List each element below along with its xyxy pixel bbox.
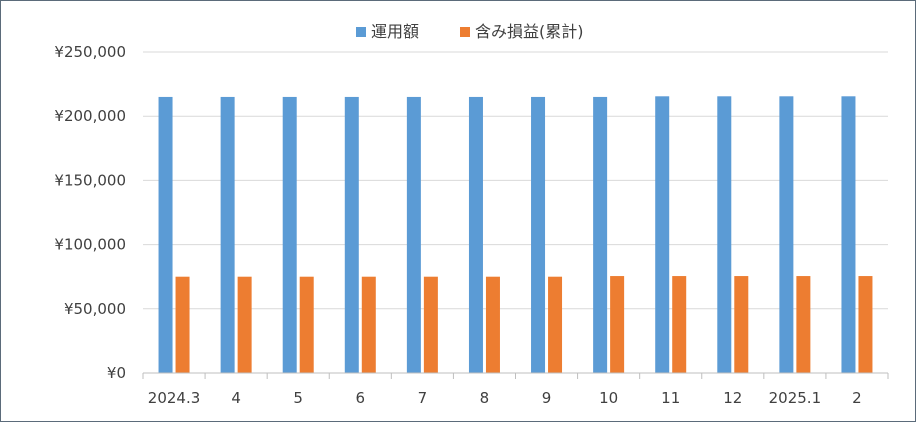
x-tick-label: 8 <box>480 389 490 407</box>
bar-series-2 <box>299 276 314 373</box>
x-axis-tick-labels: 2024.3 4 5 6 7 8 9 10 11 12 2025.1 2 <box>148 389 862 407</box>
bar-series-1 <box>531 96 546 373</box>
y-tick-label: ¥0 <box>107 364 126 382</box>
bar-series-2 <box>237 276 252 373</box>
x-tick-label: 6 <box>356 389 366 407</box>
x-axis <box>142 372 889 379</box>
legend-label: 運用額 <box>371 22 419 41</box>
y-tick-label: ¥200,000 <box>54 107 126 125</box>
legend-swatch <box>460 27 470 37</box>
bar-series-1 <box>468 96 483 373</box>
bar-series-2 <box>858 276 873 373</box>
bar-series-1 <box>655 96 670 373</box>
y-tick-label: ¥250,000 <box>54 43 126 61</box>
x-tick-label: 12 <box>723 389 742 407</box>
x-tick-label: 9 <box>542 389 552 407</box>
bar-series-2 <box>361 276 376 373</box>
bar-series-2 <box>734 276 749 373</box>
legend-label: 含み損益(累計) <box>475 22 584 41</box>
bar-series-1 <box>593 96 608 373</box>
y-tick-label: ¥50,000 <box>64 300 126 318</box>
legend-swatch <box>356 27 366 37</box>
x-tick-label: 7 <box>418 389 428 407</box>
bar-series-2 <box>423 276 438 373</box>
x-tick-label: 2024.3 <box>148 389 201 407</box>
bar-series-1 <box>779 96 794 373</box>
bar-series-2 <box>485 276 500 373</box>
bar-series-2 <box>796 276 811 373</box>
x-tick-label: 2025.1 <box>769 389 822 407</box>
bar-series-2 <box>175 276 190 373</box>
bar-series-1 <box>220 96 235 373</box>
bar-series-1 <box>717 96 732 373</box>
bar-series-1 <box>841 96 856 373</box>
bar-series-2 <box>548 276 563 373</box>
x-tick-label: 2 <box>852 389 862 407</box>
bar-series-1 <box>406 96 421 373</box>
x-tick-label: 5 <box>293 389 303 407</box>
gridlines <box>143 51 888 310</box>
bar-series-1 <box>282 96 297 373</box>
bars <box>158 96 873 373</box>
y-axis-tick-labels: ¥0 ¥50,000 ¥100,000 ¥150,000 ¥200,000 ¥250,00… <box>54 43 126 382</box>
y-tick-label: ¥100,000 <box>54 236 126 254</box>
x-tick-label: 4 <box>231 389 241 407</box>
bar-series-2 <box>610 276 625 373</box>
y-tick-label: ¥150,000 <box>54 171 126 189</box>
x-tick-label: 10 <box>599 389 618 407</box>
bar-series-1 <box>344 96 359 373</box>
x-tick-label: 11 <box>661 389 680 407</box>
legend: 運用額 含み損益(累計) <box>356 22 584 41</box>
bar-series-1 <box>158 96 173 373</box>
bar-series-2 <box>672 276 687 373</box>
